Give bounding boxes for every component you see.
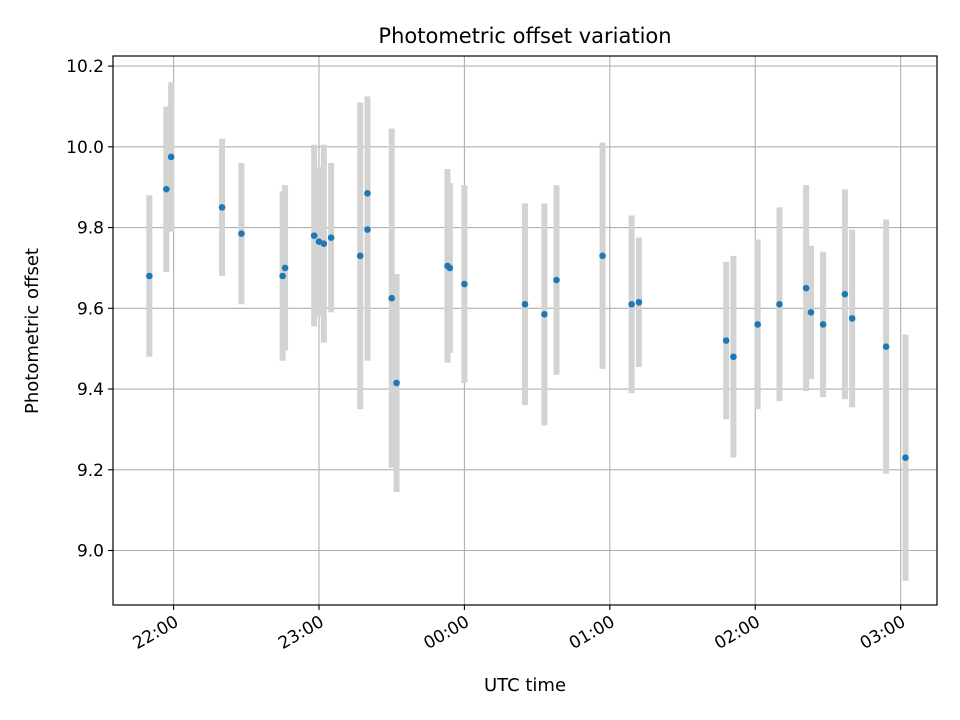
data-point	[446, 264, 454, 272]
data-point	[776, 300, 783, 308]
data-point	[754, 321, 761, 328]
data-point	[730, 353, 737, 361]
y-tick-label: 9.4	[77, 380, 104, 400]
data-point	[902, 454, 909, 461]
data-point	[635, 298, 643, 306]
data-point	[841, 290, 849, 298]
data-point	[553, 276, 560, 284]
data-point	[541, 311, 548, 318]
data-point	[320, 240, 328, 248]
data-point	[167, 153, 175, 161]
data-point	[521, 300, 529, 308]
data-point	[281, 264, 289, 272]
y-tick-label: 9.8	[77, 219, 104, 239]
chart-title: Photometric offset variation	[378, 24, 671, 48]
data-point	[279, 272, 286, 280]
data-point	[146, 272, 153, 280]
plot-area-frame	[112, 55, 938, 606]
y-tick-label: 9.6	[77, 299, 104, 319]
y-axis-title: Photometric offset	[22, 248, 43, 414]
data-point	[628, 300, 635, 308]
data-point	[848, 315, 856, 322]
x-axis-title: UTC time	[484, 675, 566, 696]
data-point	[722, 337, 730, 344]
y-tick-label: 10.2	[66, 57, 104, 77]
data-point	[327, 234, 335, 241]
y-axis-ticks: 9.0 9.2 9.4 9.6 9.8 10.0 10.2	[66, 57, 113, 562]
data-point	[802, 284, 810, 292]
data-point	[163, 185, 170, 193]
data-point	[388, 294, 396, 302]
y-tick-label: 9.2	[77, 461, 104, 481]
y-tick-label: 9.0	[77, 542, 104, 562]
data-point	[364, 226, 371, 233]
data-point	[364, 189, 371, 197]
data-point	[599, 252, 606, 260]
data-point	[356, 252, 364, 260]
data-point	[393, 379, 400, 387]
data-point	[819, 321, 827, 328]
data-points	[146, 153, 909, 461]
data-point	[310, 232, 318, 239]
data-point	[461, 280, 468, 288]
data-point	[882, 343, 890, 350]
data-point	[807, 309, 815, 316]
y-tick-label: 10.0	[66, 138, 104, 158]
data-point	[218, 204, 226, 211]
data-point	[238, 230, 245, 237]
